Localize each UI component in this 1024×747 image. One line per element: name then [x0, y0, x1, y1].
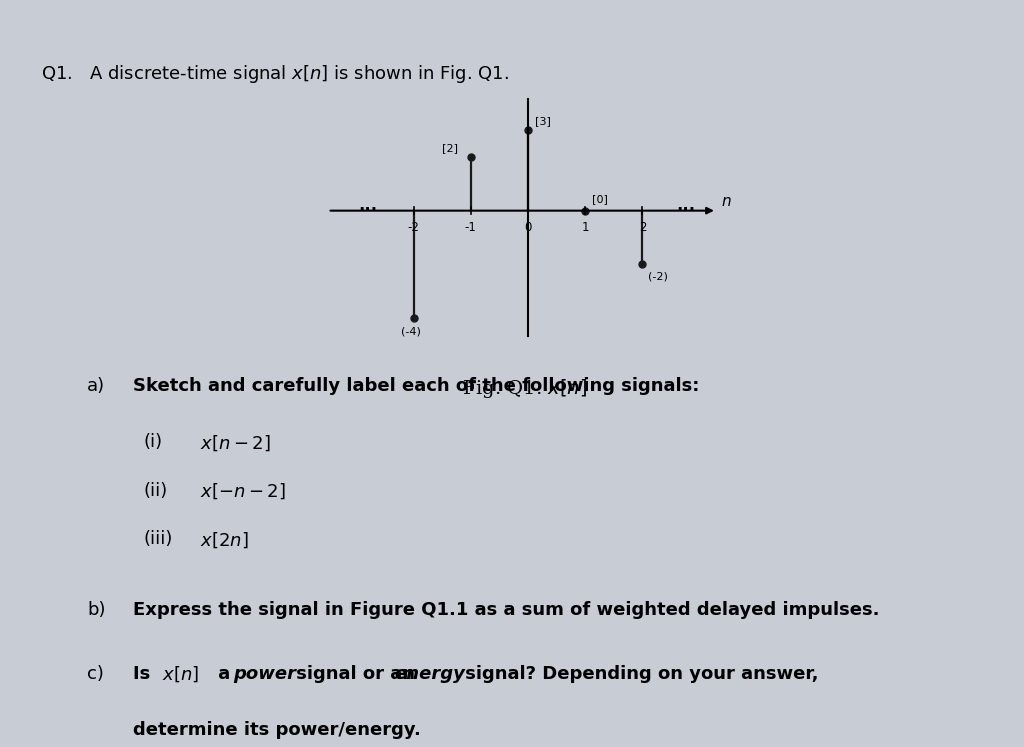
Text: a: a	[212, 665, 237, 683]
Text: energy: energy	[394, 665, 465, 683]
Text: b): b)	[87, 601, 105, 619]
Text: (i): (i)	[143, 433, 163, 451]
Text: (-4): (-4)	[400, 327, 421, 337]
Text: 0: 0	[524, 221, 531, 234]
Text: power: power	[233, 665, 297, 683]
Text: 2: 2	[639, 221, 646, 234]
Text: $x[n-2]$: $x[n-2]$	[200, 433, 270, 453]
Text: $x[2n]$: $x[2n]$	[200, 530, 248, 550]
Text: c): c)	[87, 665, 103, 683]
Text: ...: ...	[676, 196, 695, 214]
Text: $n$: $n$	[721, 193, 731, 208]
Text: determine its power/energy.: determine its power/energy.	[133, 721, 421, 739]
Text: Fig. Q1: $x[n]$: Fig. Q1: $x[n]$	[462, 377, 587, 400]
Text: -1: -1	[465, 221, 477, 234]
Text: 1: 1	[582, 221, 589, 234]
Text: ...: ...	[358, 196, 377, 214]
Text: [0]: [0]	[592, 194, 608, 204]
Text: a): a)	[87, 377, 105, 395]
Text: (-2): (-2)	[648, 271, 668, 281]
Text: [2]: [2]	[442, 143, 458, 153]
Text: Sketch and carefully label each of the following signals:: Sketch and carefully label each of the f…	[133, 377, 699, 395]
Text: $x[n]$: $x[n]$	[162, 665, 199, 684]
Text: (ii): (ii)	[143, 482, 168, 500]
Text: [3]: [3]	[535, 116, 551, 126]
Text: $x[-n-2]$: $x[-n-2]$	[200, 482, 286, 501]
Text: Is: Is	[133, 665, 157, 683]
Text: Q1.   A discrete-time signal $x[n]$ is shown in Fig. Q1.: Q1. A discrete-time signal $x[n]$ is sho…	[41, 63, 509, 85]
Text: signal or an: signal or an	[290, 665, 421, 683]
Text: -2: -2	[408, 221, 420, 234]
Text: (iii): (iii)	[143, 530, 173, 548]
Text: Express the signal in Figure Q1.1 as a sum of weighted delayed impulses.: Express the signal in Figure Q1.1 as a s…	[133, 601, 880, 619]
Text: signal? Depending on your answer,: signal? Depending on your answer,	[459, 665, 818, 683]
